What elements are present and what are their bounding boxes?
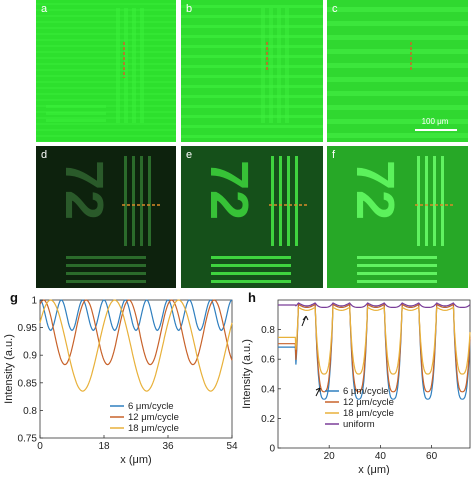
- digits-72: 72: [345, 160, 405, 220]
- microscope-panel-b: b: [181, 0, 323, 142]
- panel-label-d: d: [41, 149, 48, 161]
- y-tick-label: 0.75: [18, 434, 38, 445]
- chart-panel-label: h: [248, 290, 256, 305]
- arrow-annotation: [315, 387, 321, 397]
- panel-d-image: 72: [54, 156, 162, 283]
- y-tick-label: 0.8: [261, 325, 275, 336]
- legend-entry-3: uniform: [343, 419, 375, 430]
- legend-entry-2: 18 μm/cycle: [128, 423, 179, 434]
- series-line-0: [39, 299, 233, 332]
- arrow-annotation: [301, 315, 309, 327]
- chart-g: 0 18 36 54 0.75 0.8 0.85 0.9 0.95 1 x (μm) Intensit…: [0, 290, 238, 475]
- y-tick-label: 0.6: [261, 355, 275, 366]
- chart-g-svg: 0 18 36 54 0.75 0.8 0.85 0.9 0.95 1 x (μm) Intensit…: [3, 290, 238, 466]
- x-axis-label: x (μm): [120, 454, 151, 466]
- x-tick-label: 0: [37, 441, 43, 452]
- series-line-2: [39, 299, 233, 392]
- panel-c-image: 100 μm: [327, 0, 468, 142]
- microscope-panel-e: 72 e: [181, 146, 323, 288]
- legend-entry-1: 12 μm/cycle: [128, 412, 179, 423]
- panel-e-image: 72: [199, 156, 309, 283]
- y-axis-label: Intensity (a.u.): [241, 339, 253, 409]
- panel-label-e: e: [186, 149, 193, 161]
- legend-entry-1: 12 μm/cycle: [343, 397, 394, 408]
- microscope-panel-f: 72 f: [327, 146, 468, 288]
- y-tick-label: 0: [269, 444, 275, 455]
- x-tick-label: 20: [324, 451, 336, 462]
- y-tick-label: 0.9: [23, 351, 37, 362]
- panel-f-image: 72: [345, 156, 455, 283]
- scale-bar-label: 100 μm: [422, 117, 449, 126]
- panel-label-b: b: [186, 3, 193, 15]
- series-line-3: [278, 302, 471, 308]
- panel-b-image: [181, 0, 323, 142]
- y-tick-label: 0.8: [23, 406, 37, 417]
- x-tick-label: 18: [98, 441, 110, 452]
- series-line-1: [278, 303, 471, 393]
- chart-h: 20 40 60 0 0.2 0.4 0.6 0.8 x (μm) Intensity (a.u.…: [240, 290, 474, 476]
- panel-label-f: f: [332, 149, 336, 161]
- y-axis-label: Intensity (a.u.): [3, 334, 15, 404]
- legend-entry-2: 18 μm/cycle: [343, 408, 394, 419]
- series-line-2: [278, 306, 471, 375]
- y-tick-label: 0.4: [261, 384, 275, 395]
- microscope-panel-a: a: [36, 0, 176, 142]
- digits-72: 72: [54, 160, 114, 220]
- y-tick-label: 0.95: [18, 323, 38, 334]
- x-tick-label: 60: [426, 451, 438, 462]
- chart-h-svg: 20 40 60 0 0.2 0.4 0.6 0.8 x (μm) Intensity (a.u.…: [241, 290, 471, 476]
- y-tick-label: 0.85: [18, 378, 38, 389]
- x-tick-label: 54: [226, 441, 238, 452]
- chart-panel-label: g: [10, 290, 18, 305]
- x-tick-label: 36: [162, 441, 174, 452]
- microscope-panel-d: 72 d: [36, 146, 176, 288]
- digits-72: 72: [199, 160, 259, 220]
- series-line-1: [39, 299, 233, 366]
- legend-entry-0: 6 μm/cycle: [343, 386, 389, 397]
- y-tick-label: 0.2: [261, 414, 275, 425]
- x-axis-label: x (μm): [358, 464, 389, 475]
- panel-label-c: c: [332, 3, 338, 15]
- panel-a-image: [36, 0, 176, 142]
- legend-entry-0: 6 μm/cycle: [128, 401, 174, 412]
- microscope-panel-c: 100 μm c: [327, 0, 468, 142]
- y-tick-label: 1: [31, 296, 37, 307]
- x-tick-label: 40: [375, 451, 387, 462]
- plot-frame: [277, 299, 471, 449]
- panel-label-a: a: [41, 3, 48, 15]
